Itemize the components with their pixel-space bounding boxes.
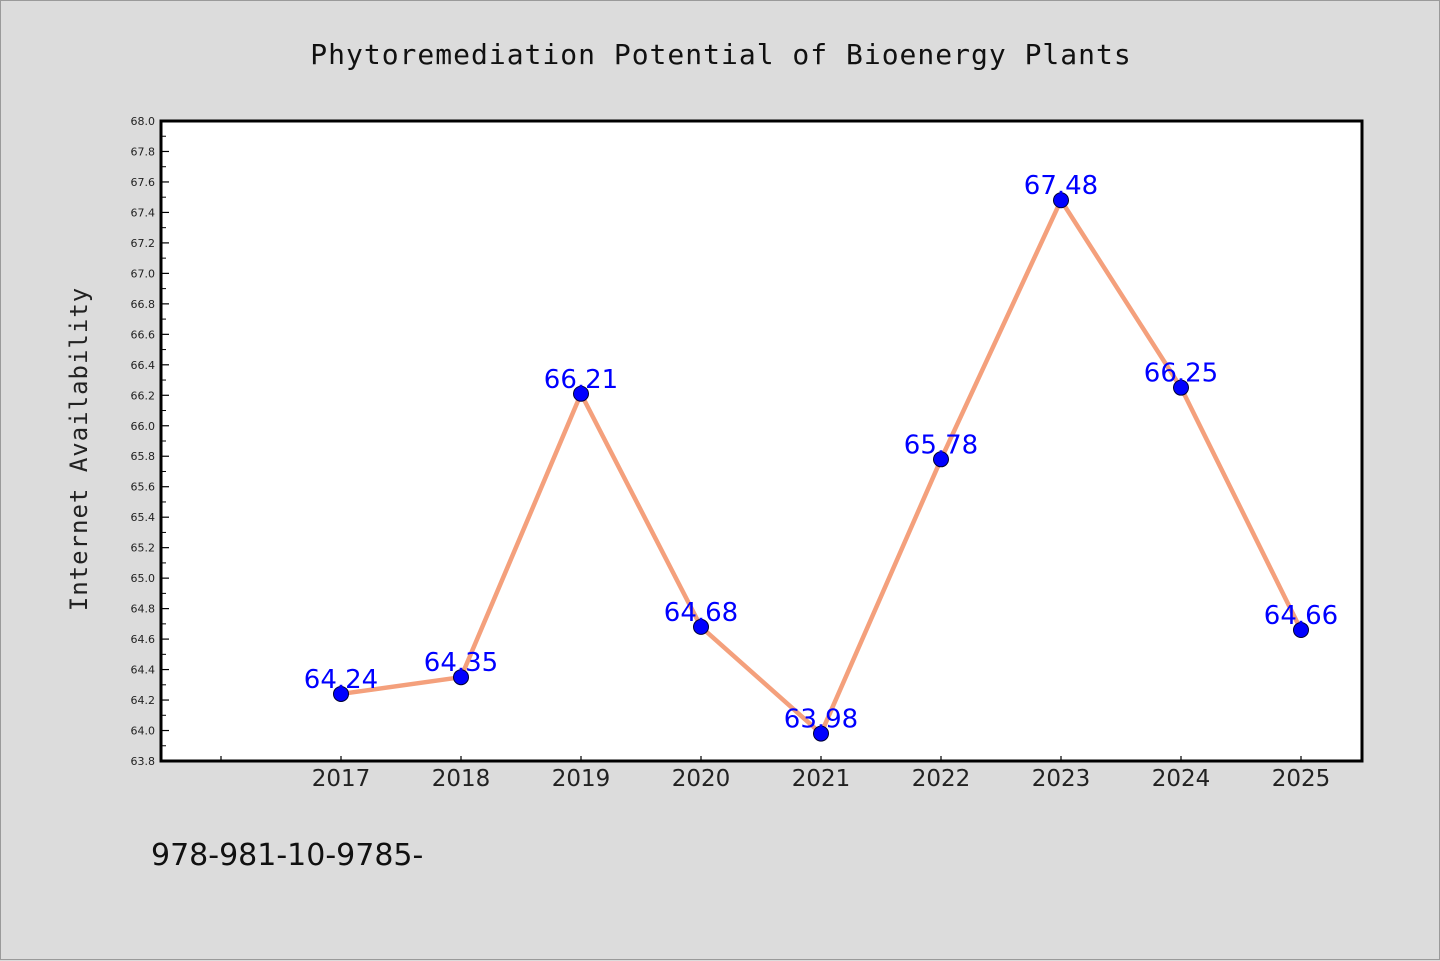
data-point bbox=[693, 618, 709, 635]
data-label: 64.35 bbox=[424, 648, 498, 678]
data-point bbox=[1293, 621, 1309, 638]
y-tick-label: 64.4 bbox=[131, 664, 156, 677]
data-label: 64.24 bbox=[304, 665, 378, 695]
data-label: 66.25 bbox=[1144, 359, 1218, 389]
data-label: 63.98 bbox=[784, 705, 858, 735]
data-point bbox=[1173, 379, 1189, 396]
data-point bbox=[453, 669, 469, 686]
data-label: 64.66 bbox=[1264, 601, 1338, 631]
y-tick-label: 67.4 bbox=[131, 206, 156, 219]
data-point bbox=[333, 685, 349, 702]
x-tick-label: 2021 bbox=[792, 766, 851, 792]
data-label: 66.21 bbox=[544, 365, 618, 395]
y-tick-label: 66.2 bbox=[131, 389, 156, 402]
footnote-text: 978-981-10-9785- bbox=[151, 838, 423, 873]
y-tick-label: 68.0 bbox=[131, 115, 156, 128]
data-point bbox=[813, 725, 829, 742]
data-label: 65.78 bbox=[904, 430, 978, 460]
x-axis-ticks: 2017 2018 2019 2020 2021 2022 2023 2024 2025 bbox=[220, 756, 1331, 792]
plot-area bbox=[159, 119, 1364, 763]
data-labels-layer: 64.24 64.35 66.21 64.68 63.98 65.78 67.48 66.25… bbox=[304, 171, 1338, 734]
y-tick-label: 66.0 bbox=[131, 420, 156, 433]
series-layer bbox=[333, 192, 1309, 742]
y-tick-label: 67.0 bbox=[131, 267, 156, 280]
x-tick-label: 2018 bbox=[432, 766, 491, 792]
y-tick-label: 67.6 bbox=[131, 176, 156, 189]
data-point bbox=[933, 451, 949, 468]
data-point bbox=[1053, 192, 1069, 209]
y-tick-label: 66.8 bbox=[131, 298, 156, 311]
data-label: 67.48 bbox=[1024, 171, 1098, 201]
x-tick-label: 2019 bbox=[552, 766, 611, 792]
y-tick-label: 66.4 bbox=[131, 359, 156, 372]
y-tick-label: 65.4 bbox=[131, 511, 156, 524]
y-tick-label: 65.2 bbox=[131, 542, 156, 555]
y-tick-label: 67.2 bbox=[131, 237, 156, 250]
y-tick-label: 66.6 bbox=[131, 328, 156, 341]
y-tick-label: 65.6 bbox=[131, 481, 156, 494]
y-tick-label: 64.6 bbox=[131, 633, 156, 646]
y-tick-label: 65.0 bbox=[131, 572, 156, 585]
x-tick-label: 2024 bbox=[1152, 766, 1211, 792]
y-tick-label: 64.0 bbox=[131, 725, 156, 738]
x-tick-label: 2020 bbox=[672, 766, 731, 792]
y-tick-label: 63.8 bbox=[131, 755, 156, 768]
x-tick-label: 2025 bbox=[1272, 766, 1331, 792]
x-tick-label: 2022 bbox=[912, 766, 971, 792]
x-tick-label: 2017 bbox=[312, 766, 371, 792]
y-tick-label: 64.2 bbox=[131, 694, 156, 707]
y-tick-label: 64.8 bbox=[131, 603, 156, 616]
data-label: 64.68 bbox=[664, 598, 738, 628]
y-tick-label: 67.8 bbox=[131, 145, 156, 158]
data-point bbox=[573, 385, 589, 402]
y-axis-label: Internet Availability bbox=[65, 287, 93, 611]
chart-title: Phytoremediation Potential of Bioenergy … bbox=[310, 38, 1131, 71]
y-tick-label: 65.8 bbox=[131, 450, 156, 463]
x-tick-label: 2023 bbox=[1032, 766, 1091, 792]
y-axis-ticks: 63.8 64.0 64.2 64.4 64.6 64.8 65.0 65.2 65.4 65.6… bbox=[131, 115, 169, 768]
